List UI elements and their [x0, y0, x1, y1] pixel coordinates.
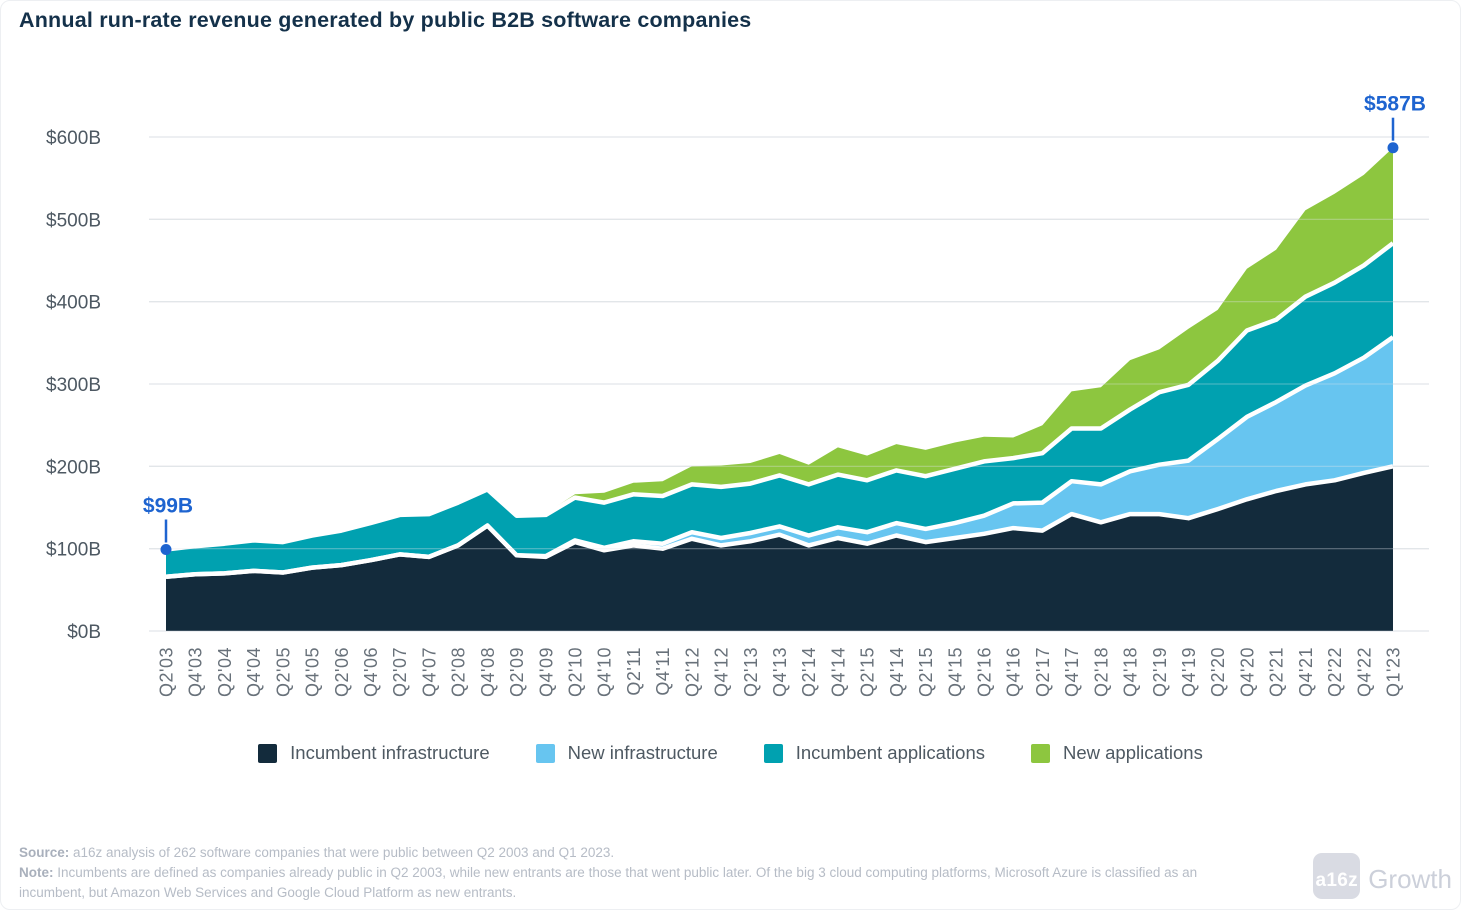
- svg-text:Q4'10: Q4'10: [595, 647, 615, 697]
- svg-text:Q4'15: Q4'15: [945, 647, 965, 697]
- svg-text:Q2'09: Q2'09: [507, 647, 527, 697]
- legend-item: New applications: [1030, 742, 1203, 764]
- gridlines-overlay: [149, 136, 1429, 632]
- svg-text:Q4'22: Q4'22: [1354, 647, 1374, 697]
- svg-text:Q4'18: Q4'18: [1121, 647, 1141, 697]
- x-axis-labels: Q2'03 Q4'03 Q2'04 Q4'04 Q2'05 Q4'05 Q2'06 Q4'06…: [157, 647, 1404, 697]
- svg-text:Q2'15: Q2'15: [916, 647, 936, 697]
- svg-text:Q2'15: Q2'15: [858, 647, 878, 697]
- svg-text:Q4'06: Q4'06: [361, 647, 381, 697]
- svg-text:Q4'12: Q4'12: [712, 647, 732, 697]
- svg-text:$100B: $100B: [46, 540, 101, 561]
- svg-text:Q2'04: Q2'04: [215, 647, 235, 697]
- legend-swatch-icon: [258, 743, 278, 763]
- svg-text:Q4'21: Q4'21: [1296, 647, 1316, 697]
- source-line: Source: a16z analysis of 262 software co…: [19, 843, 1234, 863]
- svg-text:$200B: $200B: [46, 457, 101, 478]
- svg-text:Q2'12: Q2'12: [682, 647, 702, 697]
- growth-wordmark: Growth: [1368, 864, 1452, 894]
- y-axis-labels: $0B $100B $200B $300B $400B $500B $600B: [46, 128, 101, 643]
- svg-text:Q4'14: Q4'14: [828, 647, 848, 697]
- legend-label: New infrastructure: [567, 742, 718, 763]
- svg-text:Q4'03: Q4'03: [186, 647, 206, 697]
- source-text: a16z analysis of 262 software companies …: [69, 845, 615, 860]
- svg-text:Q2'11: Q2'11: [624, 647, 644, 696]
- svg-text:$0B: $0B: [67, 622, 101, 643]
- svg-text:Q2'06: Q2'06: [332, 647, 352, 697]
- svg-text:$400B: $400B: [46, 293, 101, 314]
- legend-item: New infrastructure: [535, 742, 718, 764]
- svg-text:Q4'11: Q4'11: [653, 647, 673, 696]
- annotation-marker-dot: [1387, 142, 1399, 154]
- stacked-area-chart: $0B $100B $200B $300B $400B $500B $600B Q2'03 Q4…: [46, 93, 1429, 697]
- svg-text:$600B: $600B: [46, 128, 101, 149]
- svg-text:Q4'05: Q4'05: [303, 647, 323, 697]
- chart-title: Annual run-rate revenue generated by pub…: [19, 8, 752, 32]
- a16z-logo-icon: a16z: [1313, 853, 1361, 899]
- svg-text:Q4'17: Q4'17: [1062, 647, 1082, 697]
- svg-text:Q2'14: Q2'14: [799, 647, 819, 697]
- legend-label: Incumbent applications: [795, 742, 985, 763]
- svg-text:Q2'21: Q2'21: [1267, 647, 1287, 697]
- svg-text:Q4'04: Q4'04: [244, 647, 264, 697]
- svg-text:Q4'14: Q4'14: [887, 647, 907, 697]
- svg-text:Q2'16: Q2'16: [975, 647, 995, 697]
- svg-text:$500B: $500B: [46, 210, 101, 231]
- areas: [166, 147, 1393, 631]
- svg-text:Q4'19: Q4'19: [1179, 647, 1199, 697]
- svg-text:Q2'08: Q2'08: [449, 647, 469, 697]
- legend-item: Incumbent applications: [763, 742, 985, 764]
- footer-notes: Source: a16z analysis of 262 software co…: [19, 843, 1234, 903]
- legend: Incumbent infrastructure New infrastructu…: [1, 742, 1460, 764]
- a16z-growth-logo: a16z Growth: [1313, 853, 1452, 899]
- svg-text:Q4'20: Q4'20: [1237, 647, 1257, 697]
- legend-swatch-icon: [1030, 743, 1050, 763]
- svg-text:Q2'07: Q2'07: [390, 647, 410, 697]
- svg-text:Q2'10: Q2'10: [566, 647, 586, 697]
- legend-swatch-icon: [535, 743, 555, 763]
- note-text: Incumbents are defined as companies alre…: [19, 865, 1198, 900]
- svg-text:Q4'08: Q4'08: [478, 647, 498, 697]
- legend-label: Incumbent infrastructure: [290, 742, 490, 763]
- svg-text:Q2'13: Q2'13: [741, 647, 761, 697]
- svg-text:Q2'18: Q2'18: [1091, 647, 1111, 697]
- legend-item: Incumbent infrastructure: [258, 742, 490, 764]
- svg-text:Q4'07: Q4'07: [419, 647, 439, 697]
- note-line: Note: Incumbents are defined as companie…: [19, 863, 1234, 903]
- svg-text:Q2'20: Q2'20: [1208, 647, 1228, 697]
- svg-text:Q2'03: Q2'03: [157, 647, 177, 697]
- svg-text:Q2'22: Q2'22: [1325, 647, 1345, 697]
- svg-text:Q1'23: Q1'23: [1384, 647, 1404, 697]
- legend-swatch-icon: [763, 743, 783, 763]
- annotation-label: $99B: [143, 494, 193, 517]
- series-separators: [165, 241, 1395, 579]
- annotations: $99B $587B: [143, 93, 1426, 555]
- svg-text:Q2'19: Q2'19: [1150, 647, 1170, 697]
- legend-label: New applications: [1062, 742, 1203, 763]
- svg-text:Q4'16: Q4'16: [1004, 647, 1024, 697]
- svg-text:Q4'13: Q4'13: [770, 647, 790, 697]
- svg-text:Q2'17: Q2'17: [1033, 647, 1053, 697]
- note-label: Note:: [19, 865, 54, 880]
- annotation-marker-dot: [160, 543, 172, 555]
- svg-text:Q4'09: Q4'09: [536, 647, 556, 697]
- annotation-label: $587B: [1364, 93, 1426, 116]
- source-label: Source:: [19, 845, 70, 860]
- area-incumbent-infrastructure: [166, 466, 1393, 631]
- svg-text:Q2'05: Q2'05: [273, 647, 293, 697]
- svg-text:$300B: $300B: [46, 375, 101, 396]
